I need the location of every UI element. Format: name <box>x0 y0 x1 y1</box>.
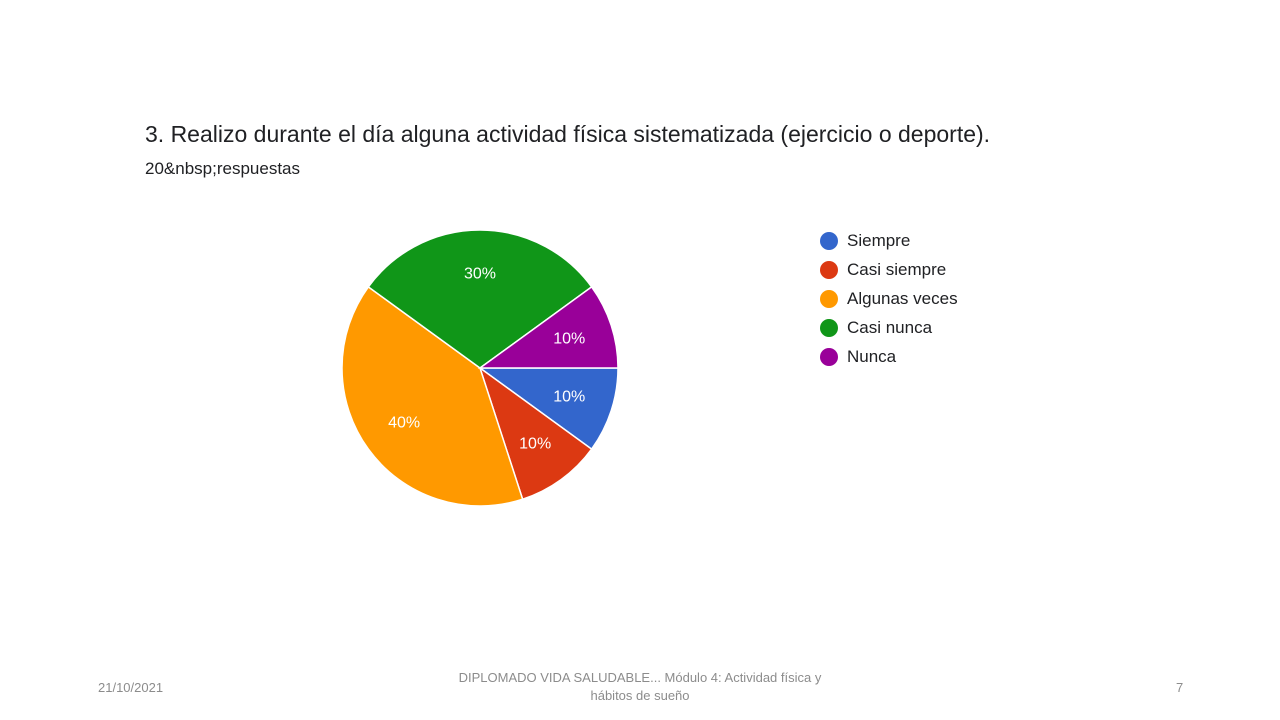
pie-slice-siempre <box>477 367 619 451</box>
pie-slice-algunas-veces <box>341 285 524 507</box>
legend-item-algunas-veces: Algunas veces <box>820 284 958 313</box>
pie-label-algunas-veces: 40% <box>388 415 420 432</box>
legend-item-nunca: Nunca <box>820 343 958 372</box>
pie-slice-nunca <box>477 285 619 369</box>
legend-swatch <box>820 231 838 250</box>
pie-label-casi-nunca: 30% <box>464 266 496 283</box>
legend-swatch <box>820 348 838 367</box>
pie-chart: 10% 10% 40% 30% 10% <box>341 229 619 507</box>
footer-title-line-2: hábitos de sueño <box>590 688 690 703</box>
legend-swatch <box>820 260 838 279</box>
chart-subtitle: 20&nbsp;respuestas <box>145 159 300 178</box>
chart-legend: Siempre Casi siempre Algunas veces Casi nun… <box>820 226 958 372</box>
legend-item-casi-nunca: Casi nunca <box>820 314 958 343</box>
legend-item-casi-siempre: Casi siempre <box>820 255 958 284</box>
footer-date: 21/10/2021 <box>98 680 164 695</box>
legend-swatch <box>820 319 838 338</box>
pie-label-casi-siempre: 10% <box>519 435 551 452</box>
legend-item-siempre: Siempre <box>820 226 958 255</box>
chart-title: 3. Realizo durante el día alguna activid… <box>145 121 991 147</box>
pie-label-nunca: 10% <box>553 331 585 348</box>
footer-title: DIPLOMADO VIDA SALUDABLE... Módulo 4: Ac… <box>430 669 850 705</box>
legend-label: Siempre <box>847 230 911 250</box>
legend-swatch <box>820 289 838 308</box>
pie-slice-casi-siempre <box>478 366 593 501</box>
legend-label: Casi nunca <box>847 318 933 338</box>
pie-label-siempre: 10% <box>553 388 585 405</box>
legend-label: Nunca <box>847 347 897 367</box>
pie-slice-casi-nunca <box>367 229 593 369</box>
legend-label: Casi siempre <box>847 259 947 279</box>
legend-label: Algunas veces <box>847 288 958 308</box>
footer-title-line-1: DIPLOMADO VIDA SALUDABLE... Módulo 4: Ac… <box>458 670 822 685</box>
page-number: 7 <box>1176 680 1184 695</box>
